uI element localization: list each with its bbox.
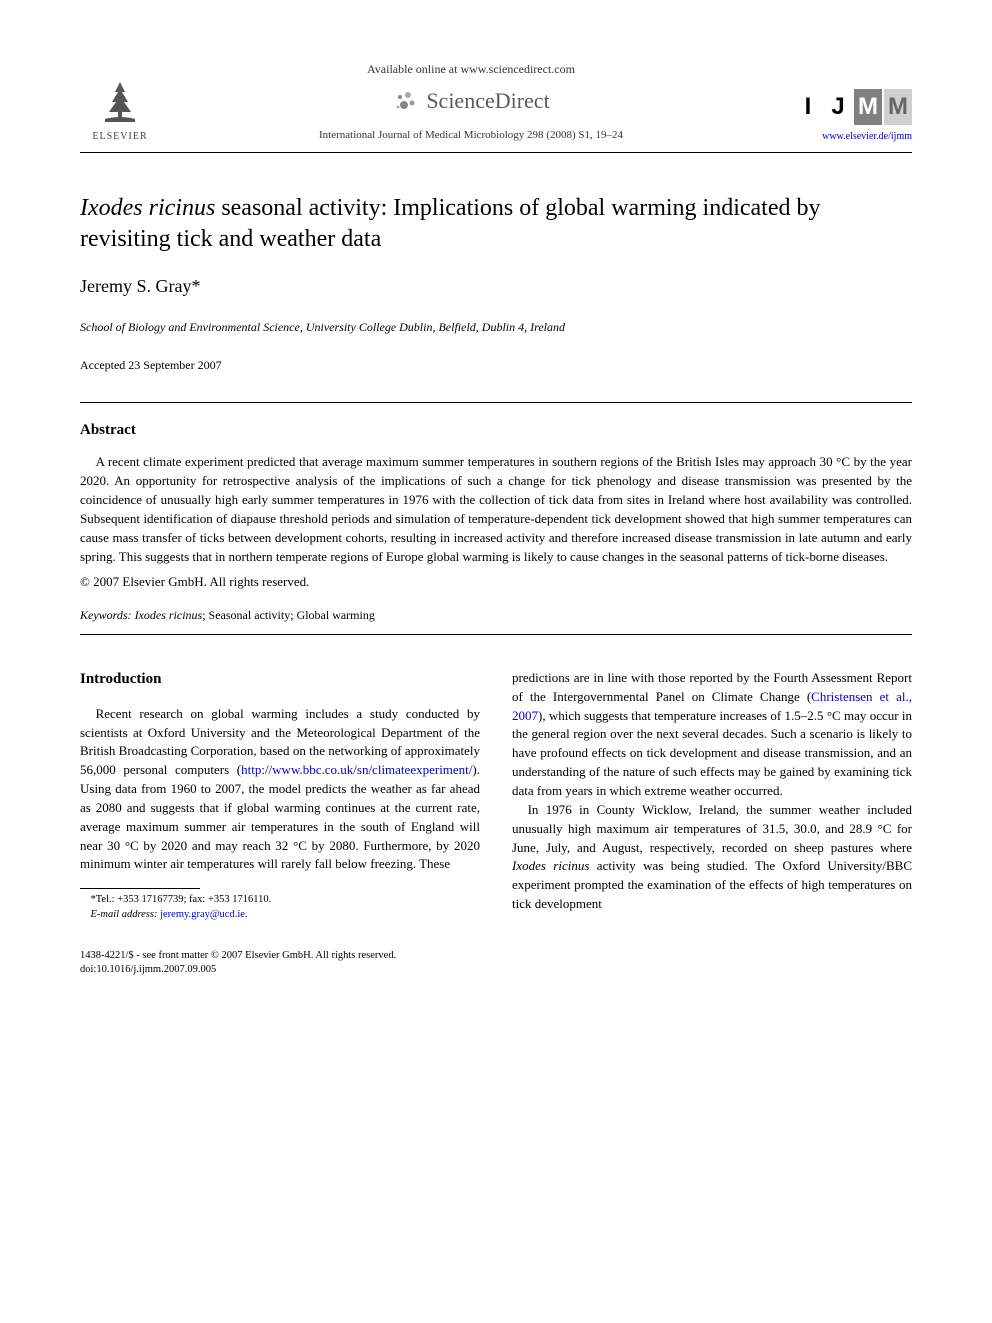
title-italic-species: Ixodes ricinus bbox=[80, 195, 215, 221]
sciencedirect-line: ScienceDirect bbox=[180, 84, 762, 117]
right-text-2a: In 1976 in County Wicklow, Ireland, the … bbox=[512, 802, 912, 855]
introduction-heading: Introduction bbox=[80, 669, 480, 691]
corresponding-footnote: *Tel.: +353 17167739; fax: +353 1716110. bbox=[80, 893, 480, 908]
email-suffix: . bbox=[245, 909, 248, 920]
post-abstract-rule bbox=[80, 634, 912, 635]
page-header: ELSEVIER Available online at www.science… bbox=[80, 60, 912, 144]
ijmm-logo: I J M M bbox=[794, 89, 912, 125]
intro-para-left: Recent research on global warming includ… bbox=[80, 705, 480, 875]
center-header: Available online at www.sciencedirect.co… bbox=[160, 60, 782, 144]
tel-label: *Tel.: bbox=[91, 894, 118, 905]
article-title: Ixodes ricinus seasonal activity: Implic… bbox=[80, 193, 912, 255]
right-text-1b: ), which suggests that temperature incre… bbox=[512, 708, 912, 798]
journal-logo-block: I J M M www.elsevier.de/ijmm bbox=[782, 89, 912, 144]
footer-block: 1438-4221/$ - see front matter © 2007 El… bbox=[80, 949, 480, 978]
tel-value: +353 17167739; fax: +353 1716110. bbox=[117, 894, 271, 905]
corresponding-marker: * bbox=[191, 276, 200, 296]
right-column: predictions are in line with those repor… bbox=[512, 669, 912, 978]
affiliation: School of Biology and Environmental Scie… bbox=[80, 318, 912, 336]
abstract-copyright: © 2007 Elsevier GmbH. All rights reserve… bbox=[80, 572, 912, 592]
author-line: Jeremy S. Gray* bbox=[80, 273, 912, 300]
keywords-rest: ; Seasonal activity; Global warming bbox=[202, 608, 375, 622]
author-name: Jeremy S. Gray bbox=[80, 276, 191, 296]
publisher-label: ELSEVIER bbox=[92, 129, 147, 144]
body-columns: Introduction Recent research on global w… bbox=[80, 669, 912, 978]
intro-text-1b: ). Using data from 1960 to 2007, the mod… bbox=[80, 762, 480, 871]
bbc-experiment-link[interactable]: http://www.bbc.co.uk/sn/climateexperimen… bbox=[241, 762, 472, 777]
footnote-rule bbox=[80, 888, 200, 889]
author-email-link[interactable]: jeremy.gray@ucd.ie bbox=[160, 909, 245, 920]
ijmm-letter-j: J bbox=[824, 89, 852, 125]
ijmm-letter-m1: M bbox=[854, 89, 882, 125]
header-rule bbox=[80, 152, 912, 153]
intro-para-right-2: In 1976 in County Wicklow, Ireland, the … bbox=[512, 801, 912, 914]
publisher-logo-block: ELSEVIER bbox=[80, 77, 160, 144]
abstract-heading: Abstract bbox=[80, 419, 912, 442]
email-footnote: E-mail address: jeremy.gray@ucd.ie. bbox=[80, 908, 480, 923]
doi-line: doi:10.1016/j.ijmm.2007.09.005 bbox=[80, 963, 480, 978]
available-online-text: Available online at www.sciencedirect.co… bbox=[180, 60, 762, 78]
pre-abstract-rule bbox=[80, 402, 912, 403]
sciencedirect-swirl-icon bbox=[392, 87, 420, 115]
sciencedirect-wordmark: ScienceDirect bbox=[426, 84, 549, 117]
intro-para-right-1: predictions are in line with those repor… bbox=[512, 669, 912, 801]
keywords-label: Keywords: bbox=[80, 608, 132, 622]
accepted-date: Accepted 23 September 2007 bbox=[80, 356, 912, 374]
keywords-italic: Ixodes ricinus bbox=[135, 608, 203, 622]
ijmm-letter-i: I bbox=[794, 89, 822, 125]
species-italic: Ixodes ricinus bbox=[512, 858, 589, 873]
front-matter-line: 1438-4221/$ - see front matter © 2007 El… bbox=[80, 949, 480, 964]
left-column: Introduction Recent research on global w… bbox=[80, 669, 480, 978]
abstract-text: A recent climate experiment predicted th… bbox=[80, 453, 912, 566]
journal-citation: International Journal of Medical Microbi… bbox=[180, 127, 762, 144]
email-label: E-mail address: bbox=[91, 909, 158, 920]
elsevier-tree-icon bbox=[95, 77, 145, 127]
ijmm-letter-m2: M bbox=[884, 89, 912, 125]
journal-url-link[interactable]: www.elsevier.de/ijmm bbox=[822, 129, 912, 144]
keywords-line: Keywords: Ixodes ricinus; Seasonal activ… bbox=[80, 606, 912, 624]
